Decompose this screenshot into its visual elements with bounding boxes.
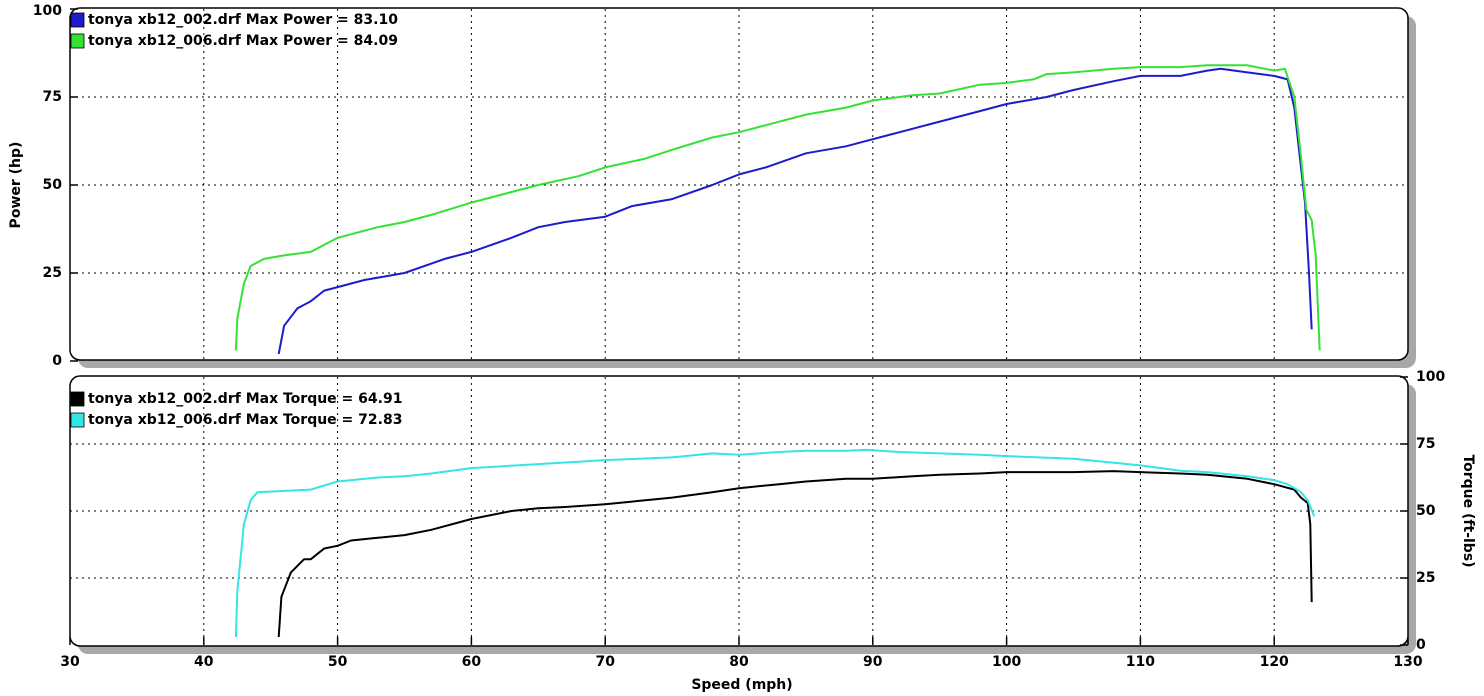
y2-tick-label: 100 [1416,369,1445,385]
x-tick-label: 60 [462,654,482,670]
series-line [234,448,1316,638]
legend-swatch [70,412,85,428]
x-tick-label: 70 [595,654,615,670]
y2-tick-label: 75 [1416,436,1435,452]
y-tick-label: 100 [33,3,62,19]
y-tick-label: 50 [43,177,63,193]
legend-label: tonya xb12_002.drf Max Power = 83.10 [88,12,398,28]
y2-tick-label: 50 [1416,503,1436,519]
legend-label: tonya xb12_002.drf Max Torque = 64.91 [88,391,402,407]
x-tick-label: 40 [194,654,214,670]
x-tick-label: 120 [1260,654,1289,670]
y2-tick-label: 25 [1416,570,1435,586]
x-tick-label: 50 [328,654,348,670]
legend-label: tonya xb12_006.drf Max Power = 84.09 [88,33,398,49]
y-axis-label: Power (hp) [8,142,24,229]
series-line [234,64,1321,351]
x-tick-label: 80 [729,654,749,670]
series-line [277,470,1313,638]
x-tick-label: 100 [992,654,1021,670]
series-line [277,67,1313,355]
y2-tick-label: 0 [1416,637,1426,653]
legend-swatch [70,33,85,49]
legend-label: tonya xb12_006.drf Max Torque = 72.83 [88,412,402,428]
x-tick-label: 30 [60,654,80,670]
x-axis-label: Speed (mph) [691,677,792,693]
y-tick-label: 0 [52,353,62,369]
x-tick-label: 130 [1393,654,1422,670]
y-tick-label: 75 [43,89,62,105]
legend-swatch [70,12,85,28]
y2-axis-label: Torque (ft-lbs) [1460,454,1476,567]
x-tick-label: 110 [1126,654,1155,670]
x-tick-label: 90 [863,654,883,670]
legend-swatch [70,391,85,407]
y-tick-label: 25 [43,265,62,281]
